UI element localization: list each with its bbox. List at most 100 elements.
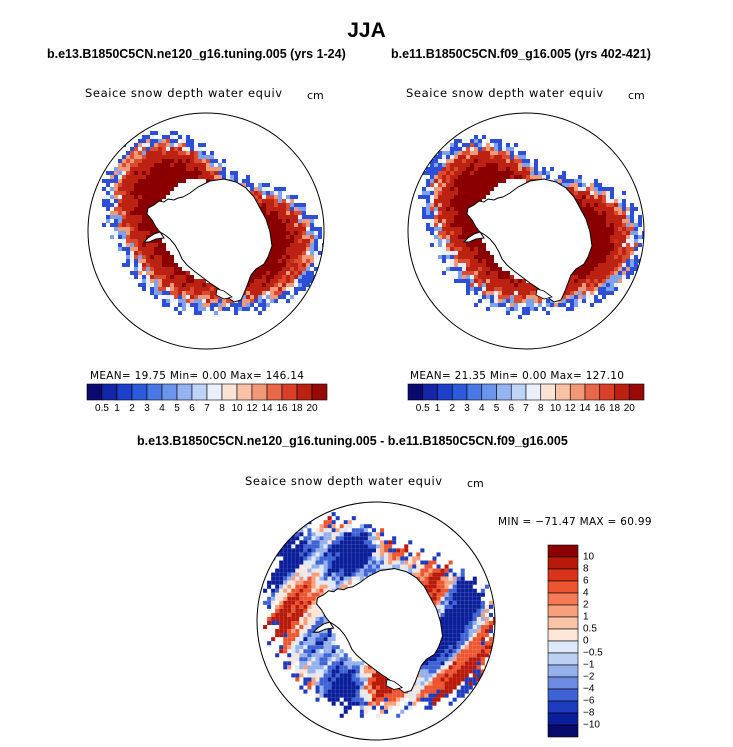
left-map [87, 112, 325, 350]
colorbar-swatch [547, 688, 579, 702]
colorbar-tick-label: 12 [246, 403, 258, 414]
right-map [407, 112, 645, 350]
colorbar-swatch [176, 383, 193, 401]
colorbar-swatch [101, 383, 118, 401]
colorbar-swatch [251, 383, 268, 401]
colorbar-tick-label: 6 [508, 403, 515, 414]
difference-map [256, 501, 496, 741]
colorbar-tick-label: 18 [291, 403, 303, 414]
colorbar-swatch [555, 383, 571, 401]
left-panel-title: b.e13.B1850C5CN.ne120_g16.tuning.005 (yr… [47, 47, 346, 61]
colorbar-tick-label: −8 [583, 707, 595, 719]
colorbar-swatch [206, 383, 223, 401]
figure-title: JJA [347, 19, 386, 42]
colorbar-tick-label: 20 [306, 403, 318, 414]
colorbar-swatch [191, 383, 208, 401]
left-panel-units: cm [307, 89, 324, 102]
colorbar-swatch [131, 383, 148, 401]
colorbar-swatch [547, 544, 579, 558]
colorbar-tick-label: 1 [114, 403, 120, 414]
colorbar-tick-label: 20 [623, 403, 635, 414]
colorbar-swatch [281, 383, 298, 401]
colorbar-tick-label: 1 [583, 611, 589, 623]
colorbar-tick-label: 7 [204, 403, 210, 414]
colorbar-tick-label: 7 [523, 403, 529, 414]
colorbar-tick-label: 4 [478, 403, 485, 414]
colorbar-tick-label: 6 [189, 403, 195, 414]
colorbar-swatch [547, 592, 579, 606]
colorbar-tick-label: 14 [261, 403, 273, 414]
colorbar-swatch [547, 712, 579, 726]
colorbar-swatch [311, 383, 328, 401]
difference-colorbar-labels: 10 8 6 4 2 1 0.5 0 −0.5 −1 −2 −4 −6 −8 −10 [583, 545, 623, 737]
left-panel-variable: Seaice snow depth water equiv [85, 86, 283, 100]
colorbar-swatch [599, 383, 615, 401]
colorbar-tick-label: 0 [583, 635, 589, 647]
difference-variable: Seaice snow depth water equiv [245, 474, 443, 488]
colorbar-tick-label: 10 [549, 403, 562, 414]
left-colorbar [86, 383, 328, 401]
colorbar-tick-label: 4 [159, 403, 165, 414]
colorbar-tick-label: −4 [583, 683, 595, 695]
colorbar-tick-label: 16 [594, 403, 606, 414]
difference-colorbar [547, 544, 579, 738]
left-colorbar-labels: 0.5 1 2 3 4 5 6 7 8 10 12 14 16 18 20 [87, 403, 327, 415]
colorbar-tick-label: 14 [579, 403, 591, 414]
colorbar-tick-label: 2 [449, 403, 456, 414]
colorbar-swatch [296, 383, 313, 401]
colorbar-tick-label: 10 [583, 551, 595, 563]
colorbar-swatch [236, 383, 253, 401]
colorbar-swatch [547, 616, 579, 630]
colorbar-tick-label: 3 [144, 403, 150, 414]
colorbar-swatch [161, 383, 178, 401]
colorbar-tick-label: 0.5 [583, 623, 597, 635]
colorbar-tick-label: −1 [583, 659, 595, 671]
right-panel-variable: Seaice snow depth water equiv [406, 86, 604, 100]
colorbar-swatch [547, 700, 579, 714]
colorbar-tick-label: 2 [129, 403, 135, 414]
right-panel-units: cm [628, 89, 645, 102]
colorbar-tick-label: 8 [583, 563, 589, 575]
colorbar-swatch [547, 664, 579, 678]
colorbar-swatch [510, 383, 527, 401]
colorbar-swatch [614, 383, 630, 401]
colorbar-swatch [547, 676, 579, 690]
colorbar-swatch [547, 568, 579, 582]
colorbar-swatch [547, 724, 579, 738]
colorbar-tick-label: −2 [583, 671, 595, 683]
colorbar-swatch [496, 383, 512, 401]
colorbar-swatch [481, 383, 497, 401]
colorbar-tick-label: 0.5 [415, 403, 430, 414]
colorbar-swatch [407, 383, 424, 401]
colorbar-tick-label: 10 [231, 403, 243, 414]
colorbar-swatch [86, 383, 103, 401]
colorbar-swatch [584, 383, 601, 401]
right-colorbar-labels: 0.5 1 2 3 4 5 6 7 8 10 12 14 16 18 20 [408, 403, 644, 415]
difference-stats: MIN = −71.47 MAX = 60.99 [498, 516, 652, 528]
colorbar-swatch [437, 383, 453, 401]
colorbar-swatch [547, 580, 579, 594]
colorbar-tick-label: 1 [434, 403, 441, 414]
colorbar-swatch [221, 383, 238, 401]
colorbar-tick-label: −6 [583, 695, 595, 707]
colorbar-swatch [547, 604, 579, 618]
left-panel-stats: MEAN= 19.75 Min= 0.00 Max= 146.14 [90, 370, 305, 382]
colorbar-tick-label: 18 [608, 403, 621, 414]
colorbar-tick-label: 12 [564, 403, 576, 414]
colorbar-swatch [569, 383, 586, 401]
colorbar-tick-label: 8 [219, 403, 225, 414]
colorbar-tick-label: −0.5 [583, 647, 603, 659]
colorbar-tick-label: −10 [583, 719, 600, 731]
colorbar-tick-label: 5 [174, 403, 180, 414]
colorbar-swatch [422, 383, 438, 401]
colorbar-swatch [547, 628, 579, 642]
colorbar-tick-label: 3 [464, 403, 470, 414]
right-panel-title: b.e11.B1850C5CN.f09_g16.005 (yrs 402-421… [391, 47, 651, 61]
colorbar-tick-label: 6 [583, 575, 589, 587]
colorbar-swatch [540, 383, 556, 401]
right-panel-stats: MEAN= 21.35 Min= 0.00 Max= 127.10 [410, 370, 625, 382]
colorbar-swatch [146, 383, 163, 401]
colorbar-swatch [547, 556, 579, 570]
colorbar-swatch [547, 640, 579, 654]
